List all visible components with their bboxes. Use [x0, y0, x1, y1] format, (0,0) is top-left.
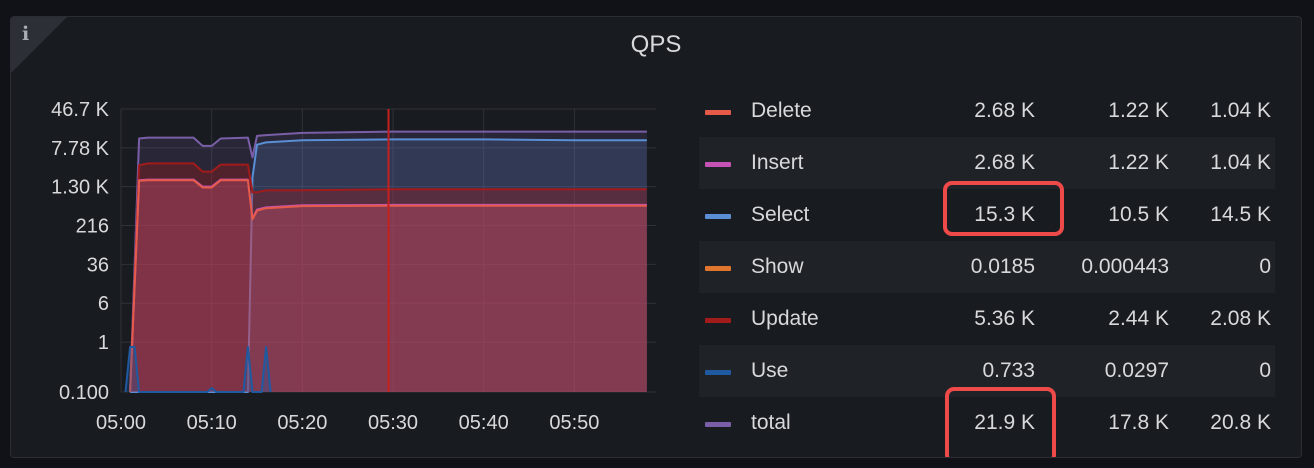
x-tick-label: 05:40	[459, 412, 509, 434]
y-tick-label: 36	[87, 254, 109, 276]
legend-series-name[interactable]: Update	[751, 307, 819, 330]
swatch-total	[705, 422, 731, 427]
panel-title[interactable]: QPS	[630, 31, 682, 58]
legend-value-3: 14.5 K	[1210, 203, 1271, 226]
x-tick-label: 05:30	[368, 412, 418, 434]
qps-chart: 0.100 1 6 36 216 1.30 K 7.78 K 46.7 K 05:00 05:10…	[51, 99, 656, 434]
info-corner[interactable]	[11, 17, 67, 73]
y-tick-label: 46.7 K	[51, 99, 109, 121]
legend-row-total[interactable]: total 21.9 K 17.8 K 20.8 K	[699, 397, 1275, 441]
y-tick-label: 216	[76, 216, 109, 238]
swatch-select	[705, 214, 731, 219]
legend-value-2: 17.8 K	[1108, 411, 1169, 434]
legend-series-name[interactable]: Delete	[751, 101, 812, 122]
legend-value-3: 1.04 K	[1210, 101, 1271, 122]
legend-value-2: 2.44 K	[1108, 307, 1169, 330]
x-tick-label: 05:00	[96, 412, 146, 434]
legend-series-name[interactable]: Insert	[751, 151, 804, 174]
swatch-update	[705, 318, 731, 323]
legend-value-1: 21.9 K	[974, 411, 1035, 434]
legend-row-delete[interactable]: Delete 2.68 K 1.22 K 1.04 K	[699, 101, 1275, 137]
swatch-delete	[705, 110, 731, 115]
legend-value-2: 1.22 K	[1108, 151, 1169, 174]
highlight-total-value	[945, 387, 1056, 457]
legend-row-show[interactable]: Show 0.0185 0.000443 0	[699, 241, 1275, 293]
legend-row-update[interactable]: Update 5.36 K 2.44 K 2.08 K	[699, 293, 1275, 345]
legend-value-1: 2.68 K	[974, 151, 1035, 174]
series-line-use	[124, 345, 272, 393]
legend-value-3: 2.08 K	[1210, 307, 1271, 330]
legend-value-3: 1.04 K	[1210, 151, 1271, 174]
x-tick-label: 05:10	[187, 412, 237, 434]
legend-value-1: 2.68 K	[974, 101, 1035, 122]
legend-series-name[interactable]: Show	[751, 255, 804, 278]
legend-value-1: 5.36 K	[974, 307, 1035, 330]
legend-series-name[interactable]: total	[751, 411, 791, 434]
legend-value-3: 0	[1259, 255, 1271, 278]
series-line-update	[129, 162, 647, 393]
legend-value-3: 20.8 K	[1210, 411, 1271, 434]
legend-value-3: 0	[1259, 359, 1271, 382]
y-tick-label: 6	[98, 293, 109, 315]
highlight-select-value	[943, 181, 1064, 236]
y-tick-label: 1	[98, 332, 109, 354]
x-tick-label: 05:20	[277, 412, 327, 434]
x-tick-label: 05:50	[549, 412, 599, 434]
qps-panel: i QPS 0.100 1 6 36 216 1.30 K 7.78 K 46.7 K 05:0…	[10, 16, 1302, 458]
y-tick-label: 7.78 K	[51, 138, 109, 160]
legend-value-1: 0.0185	[970, 255, 1035, 278]
y-tick-label: 1.30 K	[51, 177, 109, 199]
legend-value-2: 10.5 K	[1108, 203, 1169, 226]
legend-row-use[interactable]: Use 0.733 0.0297 0	[699, 345, 1275, 397]
legend-series-name[interactable]: Select	[751, 203, 810, 226]
series-line-delete	[129, 179, 647, 393]
swatch-use	[705, 370, 731, 375]
info-icon[interactable]: i	[22, 23, 30, 45]
swatch-show	[705, 266, 731, 271]
y-tick-label: 0.100	[59, 382, 109, 404]
legend-value-2: 0.000443	[1081, 255, 1169, 278]
legend-value-1: 0.733	[982, 359, 1035, 382]
legend-value-2: 0.0297	[1104, 359, 1169, 382]
legend-value-1: 15.3 K	[974, 203, 1035, 226]
legend-table: Delete 2.68 K 1.22 K 1.04 K Insert 2.68 …	[699, 101, 1275, 441]
legend-row-select[interactable]: Select 15.3 K 10.5 K 14.5 K	[699, 189, 1275, 241]
swatch-insert	[705, 162, 731, 167]
legend-value-2: 1.22 K	[1108, 101, 1169, 122]
series-line-total	[129, 130, 647, 393]
legend-row-insert[interactable]: Insert 2.68 K 1.22 K 1.04 K	[699, 137, 1275, 189]
legend-series-name[interactable]: Use	[751, 359, 789, 382]
